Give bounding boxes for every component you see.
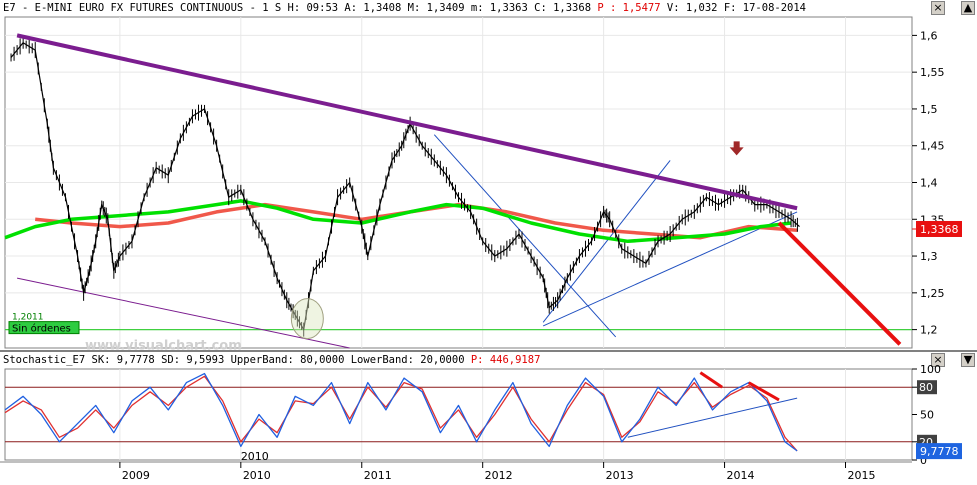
- time-tick-label: 2010: [243, 469, 271, 482]
- scroll-up-button[interactable]: ▲: [961, 1, 975, 15]
- close-readout: C: 1,3368: [534, 2, 592, 14]
- close-icon: ×: [933, 353, 943, 366]
- triangle-down-icon: ▼: [963, 353, 973, 366]
- stoch-tick-label: 80: [920, 381, 934, 394]
- year-2011-tag: 1,2011: [12, 313, 44, 323]
- stoch-tick-label: 20: [920, 436, 934, 449]
- moving-average-long: [35, 202, 798, 240]
- time-tick-label: 2009: [122, 469, 150, 482]
- trend-line-purple-lower: [16, 277, 350, 349]
- volume-readout: V: 1,032: [666, 2, 718, 14]
- price-tick-label: 1,5: [920, 103, 938, 116]
- time-tick-label: 2011: [364, 469, 392, 482]
- current-stoch-label: 9,7778: [920, 445, 959, 458]
- watermark: www.visualchart.com: [85, 339, 242, 354]
- trend-line-purple-resistance: [16, 33, 798, 211]
- price-header: E7 - E-MINI EURO FX FUTURES CONTINUOUS -…: [3, 2, 806, 14]
- stoch-p-readout: P: 446,9187: [470, 354, 541, 366]
- band-badge-label: 80: [919, 381, 933, 394]
- price-tick-label: 1,4: [920, 177, 938, 190]
- price-tick-label: 1,35: [920, 213, 945, 226]
- stoch-sd-line: [4, 375, 798, 452]
- band-badge-label: 20: [919, 436, 933, 449]
- trend-line-red-projection: [777, 221, 902, 346]
- current-stoch-badge: [916, 443, 962, 460]
- instrument-name: E-MINI EURO FX FUTURES CONTINUOUS: [34, 2, 244, 14]
- open-readout: A: 1,3408: [344, 2, 402, 14]
- lower-band-readout: LowerBand: 20,0000: [350, 354, 465, 366]
- stoch-sk-line: [4, 372, 798, 452]
- min-readout: m: 1,3363: [470, 2, 528, 14]
- p-readout: P : 1,5477: [597, 2, 661, 14]
- moving-average-short: [4, 199, 792, 244]
- price-tick-label: 1,45: [920, 140, 945, 153]
- price-tick-label: 1,55: [920, 66, 945, 79]
- stoch-2010-tag: 2010: [241, 450, 269, 463]
- date-readout: F: 17-08-2014: [723, 2, 806, 14]
- time-tick-label: 2012: [485, 469, 513, 482]
- current-price-label: 1,3368: [920, 223, 959, 236]
- price-candles: [10, 36, 798, 337]
- max-readout: M: 1,3409: [407, 2, 465, 14]
- no-orders-label: Sin órdenes: [12, 323, 71, 335]
- close-icon: ×: [933, 1, 943, 14]
- price-tick-label: 1,3: [920, 250, 938, 263]
- period: 1 S: [262, 2, 282, 14]
- band-badge: [917, 380, 937, 395]
- stoch-trend-red-down-1: [699, 371, 723, 389]
- price-tick-label: 1,6: [920, 29, 938, 42]
- time-tick-label: 2015: [847, 469, 875, 482]
- price-tick-label: 1,2: [920, 324, 938, 337]
- scroll-down-button[interactable]: ▼: [961, 353, 975, 367]
- current-price-badge: [916, 220, 962, 237]
- trend-line-blue-upper-channel: [433, 134, 617, 338]
- upper-band-readout: UpperBand: 80,0000: [230, 354, 345, 366]
- sk-readout: SK: 9,7778: [91, 354, 155, 366]
- stoch-trend-red-down-2: [747, 381, 780, 402]
- stoch-name: Stochastic_E7: [3, 354, 86, 366]
- band-badge: [917, 434, 937, 449]
- circle-highlight: [290, 298, 324, 340]
- stoch-tick-label: 50: [920, 409, 934, 422]
- price-tick-label: 1,25: [920, 287, 945, 300]
- stoch-tick-label: 0: [920, 454, 927, 467]
- price-plot-area: [4, 16, 913, 349]
- down-arrow-icon: [729, 141, 744, 156]
- price-line: [10, 42, 800, 331]
- triangle-up-icon: ▲: [963, 1, 973, 14]
- sd-readout: SD: 9,5993: [161, 354, 225, 366]
- stoch-header: Stochastic_E7 SK: 9,7778 SD: 9,5993 Uppe…: [3, 353, 933, 368]
- time-tick-label: 2014: [727, 469, 755, 482]
- stoch-trend-blue-rising: [627, 397, 798, 438]
- trend-line-blue-steep: [542, 160, 671, 323]
- stoch-plot-area: [4, 368, 913, 461]
- symbol: E7: [3, 2, 16, 14]
- close-stoch-panel-button[interactable]: ×: [931, 353, 945, 367]
- time-tick-label: 2013: [606, 469, 634, 482]
- close-price-panel-button[interactable]: ×: [931, 1, 945, 15]
- hour-readout: H: 09:53: [287, 2, 339, 14]
- no-orders-badge: [8, 321, 80, 335]
- trend-line-blue-rising: [542, 211, 798, 327]
